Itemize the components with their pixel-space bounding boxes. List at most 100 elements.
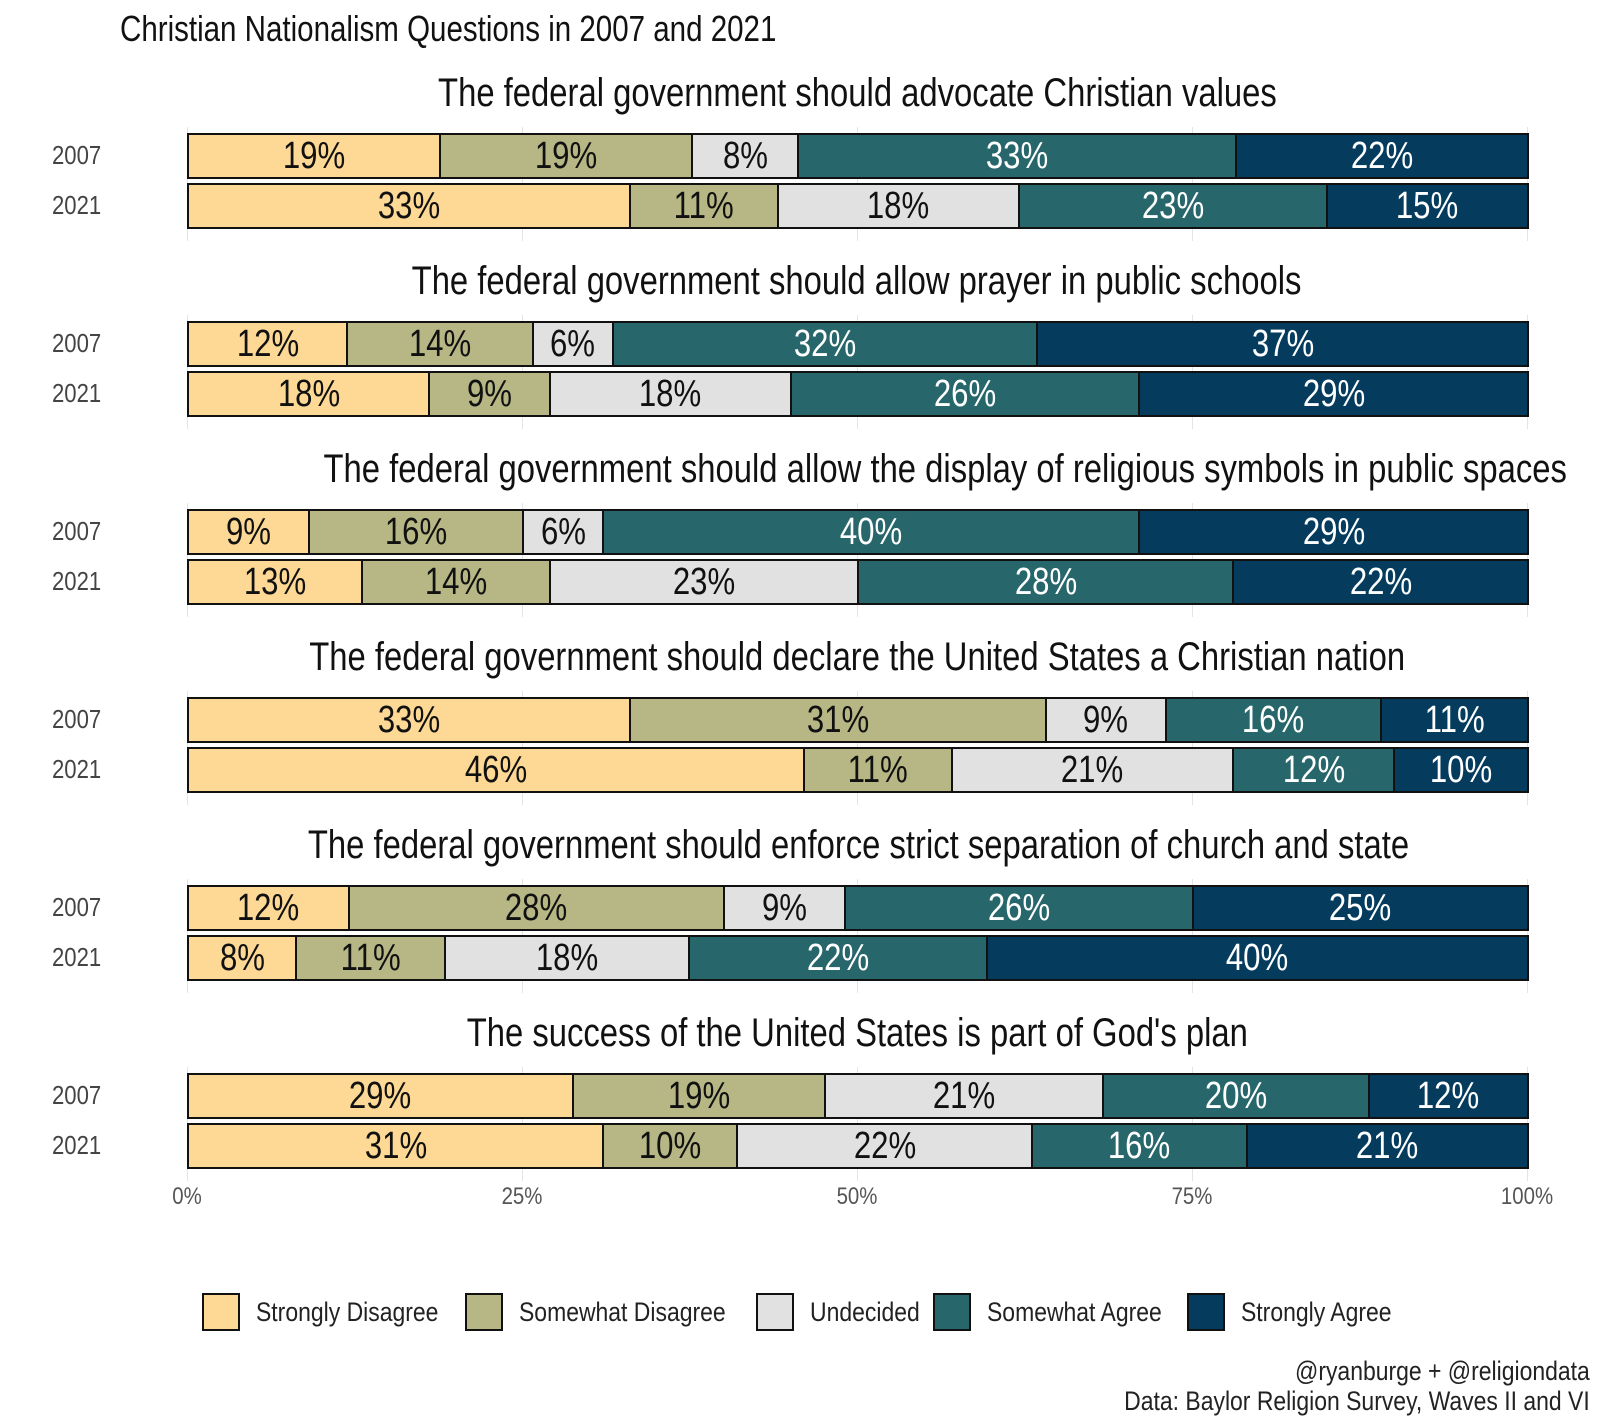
data-label: 18% <box>867 184 930 227</box>
legend-swatch <box>464 1293 503 1331</box>
legend-swatch <box>1186 1293 1225 1331</box>
bar-segment: 18% <box>187 371 431 417</box>
bar-segment: 23% <box>548 559 859 605</box>
bar-segment: 18% <box>548 371 792 417</box>
bar-segment: 22% <box>1232 559 1529 605</box>
year-label: 2007 <box>52 328 102 358</box>
bar-segment: 12% <box>1232 747 1395 793</box>
data-label: 40% <box>1226 936 1289 979</box>
data-label: 11% <box>1424 698 1485 741</box>
bar-segment: 40% <box>985 935 1529 981</box>
bar-segment: 11% <box>1379 697 1529 743</box>
data-label: 28% <box>1014 560 1077 603</box>
bar-segment: 8% <box>691 133 800 179</box>
facet-title: The federal government should advocate C… <box>187 71 1527 116</box>
bar-segment: 22% <box>736 1123 1034 1169</box>
facet-title-text: The success of the United States is part… <box>466 1011 1248 1055</box>
data-label: 14% <box>424 560 488 603</box>
legend-swatch <box>755 1293 794 1331</box>
data-label: 18% <box>535 936 599 979</box>
data-label: 20% <box>1204 1074 1268 1117</box>
data-label: 29% <box>1302 372 1365 415</box>
data-label: 14% <box>408 322 472 365</box>
bar-segment: 18% <box>776 183 1020 229</box>
data-label: 21% <box>1356 1124 1419 1167</box>
data-label: 9% <box>761 886 807 929</box>
facet-title-text: The federal government should allow pray… <box>412 259 1302 303</box>
facet-title: The success of the United States is part… <box>187 1011 1527 1056</box>
data-label: 21% <box>1061 748 1124 791</box>
data-label: 12% <box>1282 748 1345 791</box>
data-label: 16% <box>1108 1124 1171 1167</box>
data-label: 10% <box>1429 748 1493 791</box>
year-label: 2021 <box>52 942 102 972</box>
data-label: 21% <box>932 1074 996 1117</box>
bar-segment: 6% <box>522 509 605 555</box>
data-label: 25% <box>1329 886 1392 929</box>
bar-segment: 37% <box>1036 321 1529 367</box>
data-label: 31% <box>364 1124 427 1167</box>
legend-item: Strongly Disagree <box>202 1293 451 1331</box>
year-label: 2021 <box>52 1130 102 1160</box>
data-label: 11% <box>673 184 734 227</box>
x-tick-label: 100% <box>1500 1183 1554 1210</box>
chart-title: Christian Nationalism Questions in 2007 … <box>120 8 777 49</box>
bar-segment: 11% <box>295 935 447 981</box>
bar-segment: 16% <box>1165 697 1382 743</box>
bar-segment: 33% <box>187 183 632 229</box>
legend-swatch <box>933 1293 972 1331</box>
legend-label: Somewhat Disagree <box>518 1296 726 1327</box>
data-label: 19% <box>667 1074 730 1117</box>
data-label: 11% <box>848 748 909 791</box>
data-label: 40% <box>840 510 903 553</box>
bar-segment: 12% <box>187 885 350 931</box>
data-label: 9% <box>225 510 271 553</box>
bar-segment: 46% <box>187 747 806 793</box>
legend-item: Somewhat Disagree <box>464 1293 742 1331</box>
legend-item: Strongly Agree <box>1186 1293 1398 1331</box>
data-label: 28% <box>505 886 568 929</box>
bar-segment: 13% <box>187 559 364 605</box>
facet-title-text: The federal government should advocate C… <box>437 71 1277 115</box>
data-label: 11% <box>340 936 401 979</box>
data-label: 8% <box>219 936 265 979</box>
data-label: 29% <box>1302 510 1365 553</box>
bar-segment: 14% <box>361 559 551 605</box>
data-label: 46% <box>465 748 528 791</box>
data-label: 31% <box>806 698 870 741</box>
year-label: 2007 <box>52 892 102 922</box>
data-label: 19% <box>534 134 598 177</box>
x-tick-label: 0% <box>172 1183 202 1210</box>
bar-segment: 16% <box>307 509 524 555</box>
data-label: 22% <box>853 1124 916 1167</box>
bar-segment: 9% <box>1044 697 1168 743</box>
data-label: 22% <box>1350 134 1414 177</box>
bar-segment: 11% <box>803 747 953 793</box>
data-label: 19% <box>282 134 346 177</box>
bar-segment: 9% <box>187 509 310 555</box>
bar-segment: 22% <box>1235 133 1529 179</box>
facet-title: The federal government should allow the … <box>187 447 1566 492</box>
data-label: 15% <box>1396 184 1459 227</box>
data-label: 26% <box>987 886 1050 929</box>
year-label: 2021 <box>52 754 102 784</box>
data-label: 16% <box>1242 698 1305 741</box>
data-label: 6% <box>550 322 596 365</box>
bar-segment: 19% <box>439 133 694 179</box>
bar-segment: 29% <box>187 1073 574 1119</box>
facet-title: The federal government should allow pray… <box>187 259 1527 304</box>
facet-title-text: The federal government should enforce st… <box>307 823 1410 867</box>
bar-segment: 31% <box>187 1123 605 1169</box>
facet-title: The federal government should enforce st… <box>187 823 1527 868</box>
bar-segment: 21% <box>1245 1123 1529 1169</box>
bar-segment: 23% <box>1017 183 1328 229</box>
bar-segment: 8% <box>187 935 298 981</box>
bar-segment: 33% <box>187 697 632 743</box>
data-label: 12% <box>1417 1074 1480 1117</box>
bar-segment: 6% <box>531 321 614 367</box>
data-label: 16% <box>384 510 447 553</box>
legend-label: Somewhat Agree <box>987 1296 1162 1327</box>
bar-segment: 18% <box>444 935 690 981</box>
legend: Strongly Disagree Somewhat Disagree Undeci… <box>0 1293 1600 1331</box>
